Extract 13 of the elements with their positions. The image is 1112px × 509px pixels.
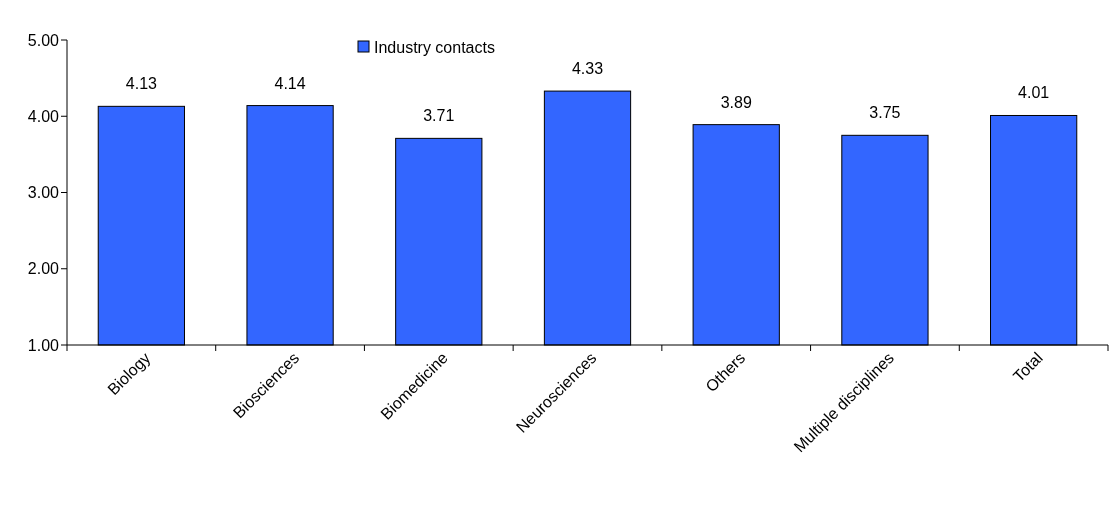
data-label: 4.13: [125, 75, 158, 93]
y-tick-label: 2.00: [27, 260, 60, 278]
data-label: 3.71: [423, 107, 455, 125]
y-tick-label: 4.00: [27, 107, 60, 125]
data-label: 3.89: [720, 93, 752, 111]
data-label: 4.33: [571, 60, 604, 78]
data-label: 4.14: [274, 74, 306, 92]
y-tick-label: 1.00: [27, 336, 60, 354]
legend-label: Industry contacts: [374, 38, 495, 56]
data-label: 3.75: [869, 104, 901, 122]
y-tick-label: 3.00: [27, 184, 60, 202]
data-label: 4.01: [1018, 84, 1050, 102]
y-tick-label: 5.00: [27, 31, 60, 49]
